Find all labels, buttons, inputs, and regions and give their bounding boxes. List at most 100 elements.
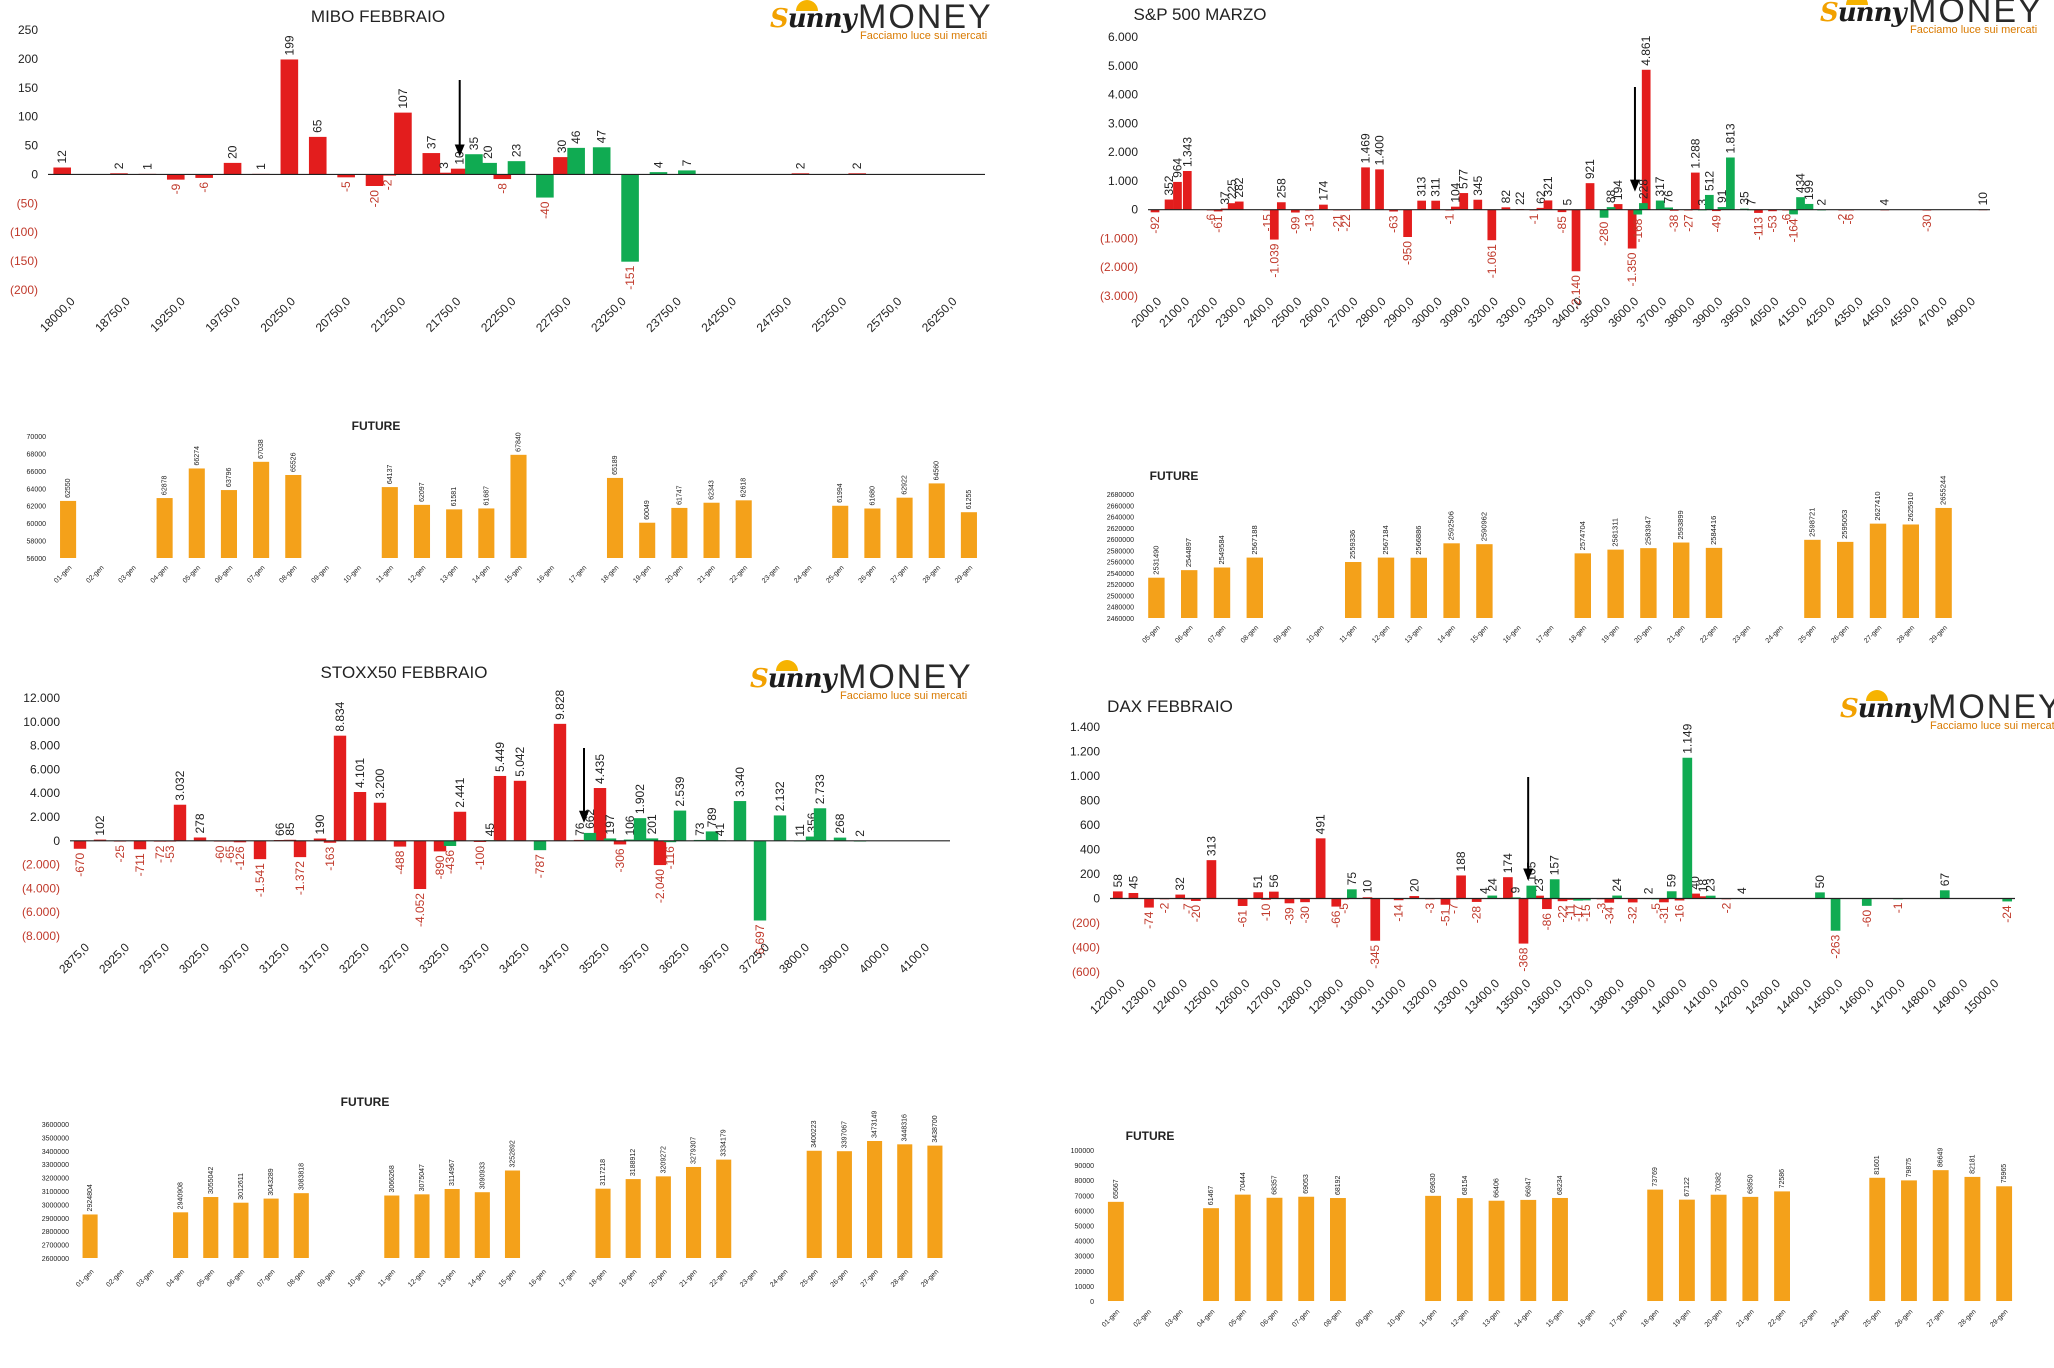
bar	[583, 832, 597, 841]
y-tick-label: 800	[1080, 794, 1100, 808]
bar-value-label: 1.149	[1680, 723, 1694, 753]
future-date-label: 19-gen	[1672, 1308, 1692, 1328]
logo-sunny-text: Sunny	[770, 4, 857, 34]
arrow-head	[454, 144, 465, 157]
bar	[1639, 203, 1648, 210]
future-bar	[671, 507, 688, 558]
future-date-label: 09-gen	[1355, 1308, 1375, 1328]
bar-value-label: 1.288	[1688, 138, 1702, 168]
future-date-label: 18-gen	[588, 1268, 608, 1288]
bar-value-label: 45	[1126, 875, 1140, 889]
x-tick-label: 2500,0	[1269, 294, 1305, 330]
bar	[1269, 209, 1279, 240]
bar-value-label: -40	[538, 201, 552, 219]
bar-value-label: 10	[1360, 880, 1374, 894]
bar-value-label: -10	[1259, 903, 1273, 921]
bar-value-label: 190	[313, 814, 327, 834]
bar-value-label: -670	[73, 852, 87, 876]
y-tick-label: 6.000	[30, 762, 60, 776]
bar	[603, 838, 617, 841]
y-tick-label: 5.000	[1108, 59, 1138, 73]
future-date-label: 03-gen	[117, 564, 137, 584]
x-tick-label: 24750,0	[754, 294, 795, 335]
future-bar-value-label: 3279307	[691, 1137, 698, 1164]
bar	[1705, 895, 1716, 899]
future-bar-value-label: 66406	[1494, 1178, 1501, 1198]
y-tick-label: (1.000)	[1100, 231, 1138, 245]
sunny-money-logo: Sunny MONEY Facciamo luce sui mercati	[1840, 688, 2054, 734]
y-tick-label: (2.000)	[1100, 260, 1138, 274]
future-date-label: 15-gen	[1545, 1308, 1565, 1328]
future-bar	[253, 461, 270, 558]
bar-value-label: 8.834	[333, 701, 347, 731]
bar	[1604, 898, 1615, 903]
bar	[1557, 898, 1568, 902]
bar-value-label: 23	[510, 143, 524, 157]
future-bar-value-label: 2590962	[1479, 512, 1488, 541]
bar-value-label: 2.733	[813, 774, 827, 804]
bar	[1939, 890, 1950, 899]
future-y-tick-label: 2700000	[42, 1243, 69, 1250]
y-tick-label: 3.000	[1108, 116, 1138, 130]
x-tick-label: 3900,0	[1690, 294, 1726, 330]
bar	[1361, 167, 1370, 210]
future-date-label: 08-gen	[278, 564, 298, 584]
future-date-label: 16-gen	[536, 564, 556, 584]
logo-tagline: Facciamo luce sui mercati	[1910, 24, 2038, 36]
future-bar-value-label: 81601	[1874, 1155, 1881, 1175]
future-bar	[1607, 549, 1624, 618]
future-bar	[1456, 1198, 1473, 1301]
future-bar-value-label: 2592506	[1447, 511, 1456, 540]
bar	[479, 162, 497, 175]
y-tick-label: 200	[18, 52, 38, 66]
future-date-label: 09-gen	[311, 564, 331, 584]
bar-value-label: 58	[1111, 874, 1125, 888]
future-date-label: 28-gen	[922, 564, 942, 584]
bar	[1627, 898, 1638, 903]
bar-value-label: -263	[1829, 934, 1843, 958]
bar-value-label: 258	[1274, 178, 1288, 198]
bar-value-label: -20	[368, 190, 382, 208]
bar	[1664, 207, 1673, 210]
future-bar	[867, 1140, 883, 1258]
bar	[173, 804, 187, 841]
bar-value-label: 82	[1499, 190, 1513, 204]
bar-value-label: 1	[254, 163, 268, 170]
bar	[673, 810, 687, 841]
future-date-label: 17-gen	[568, 564, 588, 584]
arrow-head	[1629, 179, 1640, 192]
future-date-label: 20-gen	[1633, 624, 1653, 644]
bar	[513, 780, 527, 841]
future-y-tick-label: 2520000	[1107, 582, 1134, 589]
bar-value-label: 225	[1225, 179, 1239, 199]
bar	[1347, 889, 1357, 899]
dax-future-chart: FUTURE1000009000080000700006000050000400…	[1071, 1129, 2013, 1329]
future-date-label: 28-gen	[890, 1268, 910, 1288]
future-bar	[927, 1145, 943, 1258]
future-bar	[1246, 557, 1263, 618]
bar-value-label: 46	[569, 130, 583, 144]
future-date-label: 25-gen	[825, 564, 845, 584]
future-bar-value-label: 3066268	[389, 1165, 396, 1192]
future-date-label: 29-gen	[1989, 1308, 2009, 1328]
future-bar-value-label: 3090933	[479, 1162, 486, 1189]
mibo-future-chart: FUTURE 70000 68000 66000 64000 62000 60000 5800…	[27, 419, 977, 585]
future-date-label: 01-gen	[53, 564, 73, 584]
future-date-label: 24-gen	[769, 1268, 789, 1288]
y-tick-label: 1.000	[1070, 769, 1100, 783]
bar-value-label: -890	[433, 855, 447, 879]
bar-value-label: -7	[1181, 903, 1195, 914]
future-bar	[1996, 1186, 2013, 1301]
bar-value-label: -6.697	[753, 924, 767, 958]
future-bar-value-label: 61581	[451, 487, 458, 507]
bar-value-label: 9.828	[553, 689, 567, 719]
future-bar-value-label: 3188912	[630, 1149, 637, 1176]
bar-value-label: 18	[1696, 879, 1710, 893]
bar-value-label: -368	[1516, 947, 1530, 971]
logo-sunny-text: Sunny	[1840, 694, 1927, 724]
future-bar	[655, 1176, 671, 1258]
future-bar	[446, 509, 463, 558]
bar	[1612, 895, 1622, 899]
future-bar-value-label: 3117218	[600, 1159, 607, 1186]
bar-value-label: 1.343	[1180, 137, 1194, 167]
